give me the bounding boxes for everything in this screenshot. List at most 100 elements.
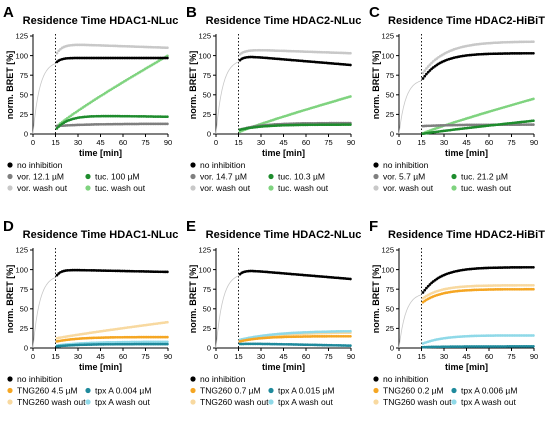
series-0 xyxy=(421,265,535,294)
y-tick-label: 100 xyxy=(15,51,28,60)
x-tick-label: 45 xyxy=(279,138,287,147)
y-tick-label: 125 xyxy=(381,246,394,255)
legend-marker xyxy=(7,399,13,405)
y-axis-label: norm. BRET [%] xyxy=(188,51,198,120)
y-tick-label: 50 xyxy=(386,91,394,100)
legend: no inhibition vor. 12.1 µM tuc. 100 µM vor.… xyxy=(7,160,146,193)
legend-label: tpx A wash out xyxy=(461,397,516,407)
data-point xyxy=(425,72,428,76)
y-axis-label: norm. BRET [%] xyxy=(5,265,15,334)
data-point xyxy=(423,74,427,78)
data-point xyxy=(425,67,428,70)
legend-marker xyxy=(190,387,196,394)
series-0 xyxy=(238,269,352,281)
legend-label: tpx A wash out xyxy=(95,397,150,407)
y-tick-label: 100 xyxy=(198,51,211,60)
legend-marker xyxy=(190,162,196,168)
legend-label: vor. 12.1 µM xyxy=(17,172,64,182)
legend-label: TNG260 4.5 µM xyxy=(17,386,78,396)
y-tick-label: 125 xyxy=(15,32,28,41)
legend: no inhibition TNG260 0.7 µM tpx A 0.015 µM… xyxy=(190,374,334,407)
legend-marker xyxy=(373,399,379,405)
data-point xyxy=(532,51,535,55)
legend-label: tpx A 0.004 µM xyxy=(95,386,151,396)
legend-label: tuc. 100 µM xyxy=(95,172,140,182)
data-point xyxy=(426,70,430,74)
legend-label: tpx A wash out xyxy=(278,397,333,407)
chart-panel-e: E Residence Time HDAC2-NLuc 0 25 50 75 100 125 0… xyxy=(186,218,361,407)
legend-label: vor. wash out xyxy=(200,183,251,193)
legend-marker xyxy=(190,376,196,382)
x-tick-label: 60 xyxy=(485,138,493,147)
legend-label: tuc. wash out xyxy=(95,183,146,193)
series-2 xyxy=(421,345,535,349)
x-tick-label: 15 xyxy=(417,352,425,361)
y-tick-label: 0 xyxy=(390,344,394,353)
series-0 xyxy=(55,56,169,64)
legend-label: vor. wash out xyxy=(383,183,434,193)
x-tick-label: 45 xyxy=(96,138,104,147)
x-tick-label: 45 xyxy=(279,352,287,361)
y-tick-label: 25 xyxy=(203,110,211,119)
data-point xyxy=(423,288,427,292)
x-axis-label: time [min] xyxy=(445,148,488,158)
data-point xyxy=(349,344,352,347)
data-point xyxy=(532,40,535,44)
data-point xyxy=(55,51,59,55)
y-axis-label: norm. BRET [%] xyxy=(371,265,381,334)
y-tick-label: 25 xyxy=(203,324,211,333)
y-tick-label: 50 xyxy=(203,91,211,100)
x-tick-label: 30 xyxy=(440,138,448,147)
x-tick-label: 90 xyxy=(164,352,172,361)
chart-title: Residence Time HDAC2-HiBiT xyxy=(388,229,545,241)
chart-panel-f: F Residence Time HDAC2-HiBiT 0 25 50 75 100 125… xyxy=(369,218,545,407)
legend-marker xyxy=(85,387,91,394)
data-point xyxy=(166,342,169,346)
legend-marker xyxy=(451,399,457,405)
x-axis-label: time [min] xyxy=(79,148,122,158)
data-point xyxy=(55,273,59,277)
y-tick-label: 75 xyxy=(386,285,394,294)
y-tick-label: 125 xyxy=(381,32,394,41)
y-tick-label: 75 xyxy=(20,71,28,80)
data-point xyxy=(166,320,169,324)
legend-label: tuc. 10.3 µM xyxy=(278,172,325,182)
series-1 xyxy=(421,287,535,304)
legend-label: no inhibition xyxy=(17,160,63,170)
y-tick-label: 0 xyxy=(24,130,28,139)
x-tick-label: 75 xyxy=(507,352,515,361)
y-tick-label: 50 xyxy=(386,305,394,314)
legend-marker xyxy=(451,387,457,394)
legend-marker xyxy=(190,399,196,405)
x-tick-label: 15 xyxy=(51,352,59,361)
data-point xyxy=(349,123,352,126)
x-tick-label: 75 xyxy=(507,138,515,147)
x-tick-label: 75 xyxy=(324,352,332,361)
x-tick-label: 0 xyxy=(31,352,35,361)
x-tick-label: 90 xyxy=(347,138,355,147)
series-4 xyxy=(421,97,535,135)
y-tick-label: 125 xyxy=(198,32,211,41)
legend-marker xyxy=(373,173,379,180)
legend-label: tpx A 0.015 µM xyxy=(278,386,334,396)
legend-marker xyxy=(451,173,457,180)
data-point xyxy=(426,284,430,288)
legend-label: no inhibition xyxy=(383,374,429,384)
data-point xyxy=(349,63,352,67)
panel-letter: F xyxy=(369,218,378,235)
series-0 xyxy=(55,268,169,277)
association-curve xyxy=(398,294,422,349)
y-tick-label: 100 xyxy=(15,265,28,274)
data-point xyxy=(428,283,432,286)
x-tick-label: 30 xyxy=(257,352,265,361)
y-tick-label: 100 xyxy=(381,265,394,274)
x-tick-label: 90 xyxy=(164,138,172,147)
data-point xyxy=(426,65,430,68)
data-point xyxy=(349,334,352,338)
legend-label: no inhibition xyxy=(17,374,63,384)
x-axis-label: time [min] xyxy=(445,362,488,372)
x-axis-label: time [min] xyxy=(262,362,305,372)
legend-marker xyxy=(7,185,13,191)
y-tick-label: 0 xyxy=(24,344,28,353)
x-tick-label: 30 xyxy=(440,352,448,361)
